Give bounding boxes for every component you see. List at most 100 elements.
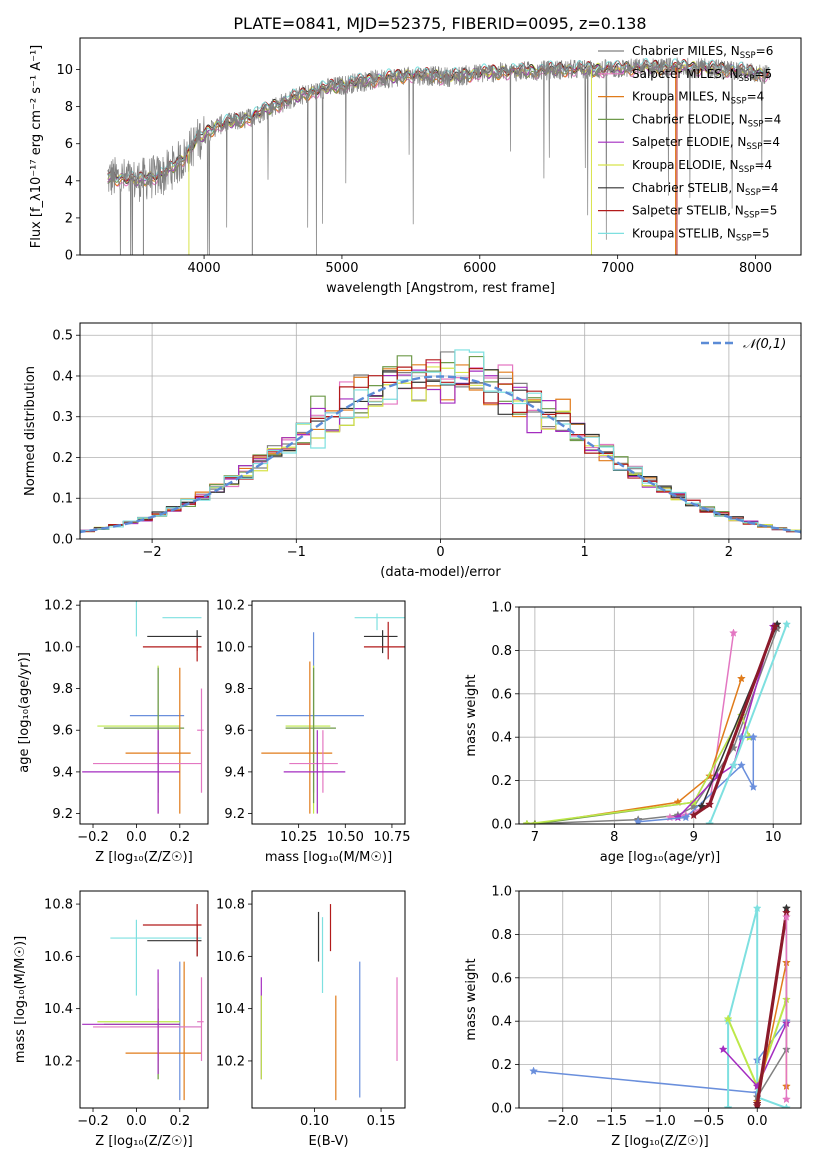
x-tick-label: 0.2 xyxy=(169,830,190,845)
series-marker xyxy=(689,801,699,811)
legend-label: Kroupa STELIB, NSSP=5 xyxy=(632,226,770,243)
x-axis-label: wavelength [Angstrom, rest frame] xyxy=(326,281,555,296)
y-tick-label: 0 xyxy=(65,249,73,264)
y-tick-label: 0.2 xyxy=(491,1058,512,1073)
series-marker xyxy=(723,1103,733,1108)
series-line xyxy=(755,911,788,1107)
legend-name: Salpeter MILES, N xyxy=(632,67,739,81)
x-tick-label: 9 xyxy=(690,830,698,845)
plot-area-residual_histogram xyxy=(80,349,801,534)
plot-spectrum: 4000 5000 6000 7000 8000 0 2 4 6 8 10 wavelength [A… xyxy=(29,37,802,296)
x-tick-label: −1 xyxy=(287,545,306,560)
x-tick-label: 10.25 xyxy=(280,830,317,845)
x-tick-label: −0.2 xyxy=(77,1114,109,1129)
legend-label: Kroupa ELODIE, NSSP=4 xyxy=(632,158,772,175)
x-tick-label: 0 xyxy=(436,545,444,560)
legend-tail: =5 xyxy=(760,204,778,218)
legend-name: Salpeter ELODIE, N xyxy=(632,135,746,149)
series-marker xyxy=(718,1044,728,1054)
x-tick-label: 5000 xyxy=(325,261,358,276)
y-axis-label: age [log₁₀(age/yr)] xyxy=(17,652,32,773)
legend-name: Chabrier ELODIE, N xyxy=(632,112,748,126)
plot-area-age_vs_Z xyxy=(82,601,204,814)
y-axis-label: Flux [f_λ10⁻¹⁷ erg cm⁻² s⁻¹ A⁻¹] xyxy=(29,45,44,249)
y-tick-label: 1.0 xyxy=(491,885,512,900)
x-tick-label: 10 xyxy=(765,830,782,845)
y-tick-label: 0.1 xyxy=(52,492,73,507)
legend-name: Kroupa STELIB, N xyxy=(632,226,736,240)
y-tick-label: 2 xyxy=(65,211,73,226)
legend-tail: =4 xyxy=(764,112,782,126)
y-tick-label: 0.2 xyxy=(491,774,512,789)
series-marker xyxy=(752,903,762,913)
series-marker xyxy=(781,1094,791,1104)
x-tick-label: 10.50 xyxy=(327,830,364,845)
series-marker xyxy=(748,782,758,791)
legend-sub: SSP xyxy=(748,119,764,129)
y-axis-label: mass weight xyxy=(464,958,479,1040)
axes-frame xyxy=(251,890,406,1109)
axes-frame xyxy=(79,600,209,825)
y-tick-label: 9.2 xyxy=(224,807,245,822)
y-tick-label: 0.0 xyxy=(491,818,512,833)
y-tick-label: 10.2 xyxy=(44,599,73,614)
legend-tail: =4 xyxy=(761,181,779,195)
y-tick-label: 1.0 xyxy=(491,601,512,616)
x-tick-label: 10.75 xyxy=(373,830,410,845)
x-tick-label: 6000 xyxy=(463,261,496,276)
x-axis-label: (data-model)/error xyxy=(380,565,501,580)
series-marker xyxy=(529,1066,539,1075)
y-tick-label: 10.6 xyxy=(216,950,245,965)
y-tick-label: 6 xyxy=(65,137,73,152)
legend-sub: SSP xyxy=(744,211,760,221)
series-marker xyxy=(781,1103,791,1108)
x-tick-label: 0.10 xyxy=(300,1114,329,1129)
series-line xyxy=(727,907,787,1108)
legend-name: Chabrier STELIB, N xyxy=(632,181,745,195)
y-tick-label: 0.0 xyxy=(491,1102,512,1117)
legend-label: 𝒩(0,1) xyxy=(743,337,786,352)
plot-area-mass_weight_vs_age xyxy=(522,619,792,824)
x-tick-label: −0.5 xyxy=(693,1114,725,1129)
series-marker xyxy=(752,1099,762,1108)
series-marker xyxy=(689,810,699,820)
x-tick-label: −0.2 xyxy=(77,830,109,845)
legend-sub: SSP xyxy=(746,142,762,152)
y-tick-label: 10.0 xyxy=(216,640,245,655)
series-marker xyxy=(782,619,792,629)
y-tick-label: 9.6 xyxy=(224,724,245,739)
y-axis-label: mass [log₁₀(M/M☉)] xyxy=(13,936,28,1063)
y-tick-label: 0.4 xyxy=(491,1015,512,1030)
x-tick-label: 0.0 xyxy=(126,830,147,845)
axes-frame xyxy=(79,890,209,1109)
y-axis-label: mass weight xyxy=(464,674,479,756)
x-axis-label: Z [log₁₀(Z/Z☉)] xyxy=(611,1134,708,1149)
legend-tail: =4 xyxy=(754,158,772,172)
y-tick-label: 9.8 xyxy=(224,682,245,697)
y-tick-label: 0.6 xyxy=(491,687,512,702)
series-marker xyxy=(681,812,691,822)
plot-area-age_vs_mass xyxy=(261,613,405,814)
series-marker xyxy=(781,912,791,921)
legend-label: Chabrier STELIB, NSSP=4 xyxy=(632,181,779,198)
legend-label: Chabrier ELODIE, NSSP=4 xyxy=(632,112,781,129)
y-tick-label: 0.8 xyxy=(491,928,512,943)
legend-name: Kroupa MILES, N xyxy=(632,90,731,104)
legend-label: Kroupa MILES, NSSP=4 xyxy=(632,90,764,107)
y-tick-label: 10.2 xyxy=(216,1054,245,1069)
legend-name: Salpeter STELIB, N xyxy=(632,204,744,218)
x-tick-label: 8000 xyxy=(739,261,772,276)
y-tick-label: 9.8 xyxy=(52,682,73,697)
y-tick-label: 4 xyxy=(65,174,73,189)
x-tick-label: 4000 xyxy=(188,261,221,276)
x-tick-label: 8 xyxy=(610,830,618,845)
plot-area-mass_vs_ebv xyxy=(260,904,398,1101)
legend-label: Salpeter MILES, NSSP=5 xyxy=(632,67,772,84)
y-tick-label: 0.4 xyxy=(491,731,512,746)
legend-label: Salpeter STELIB, NSSP=5 xyxy=(632,204,777,221)
legend-tail: =4 xyxy=(762,135,780,149)
plot-mass_vs_ebv: 0.10 0.15 10.2 10.4 10.6 10.8 E(B-V) xyxy=(216,890,406,1149)
series-marker xyxy=(729,628,738,637)
observed-spectrum-line xyxy=(107,57,770,255)
